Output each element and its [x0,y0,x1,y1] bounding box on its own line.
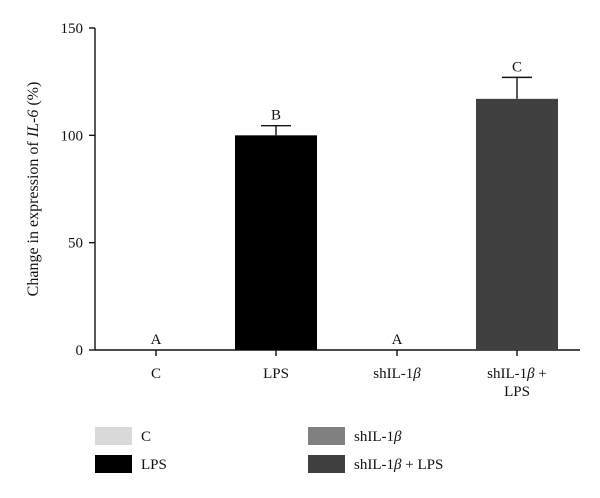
category-labels: C LPS shIL-1β shIL-1β + LPS [151,350,547,400]
legend-swatch [95,427,132,445]
legend-label: C [141,429,151,445]
bar [476,98,558,350]
legend-item: LPS [95,455,167,473]
y-axis-title: Change in expression of IL-6 (%) [25,82,42,297]
legend-swatch [95,455,132,473]
legend-item: C [95,427,151,445]
y-tick-label: 150 [61,21,84,37]
significance-label: C [512,59,522,75]
y-axis-label: Change in expression of IL-6 (%) [25,82,42,297]
bars [235,98,558,350]
x-category-label: LPS [263,366,289,382]
x-category-label: shIL-1β [373,366,421,382]
y-tick-label: 100 [61,128,84,144]
legend-swatch [308,427,345,445]
x-category-label: shIL-1β + LPS [487,366,547,400]
y-tick-label: 50 [68,236,83,252]
significance-label: A [392,332,403,348]
y-axis-ticks: 0 50 100 150 [61,21,95,359]
error-bars [261,76,532,136]
legend-label: shIL-1β [354,429,402,445]
significance-labels: A B A C [151,59,522,348]
y-tick-label: 0 [76,343,84,359]
legend-item: shIL-1β [308,427,402,445]
significance-label: A [151,332,162,348]
significance-label: B [271,108,281,124]
legend-label: LPS [141,457,167,473]
bar [235,135,317,350]
legend-swatch [308,455,345,473]
x-category-label: C [151,366,161,382]
legend-item: shIL-1β + LPS [308,455,443,473]
error-bar [261,124,291,136]
error-bar [502,76,532,99]
legend-label: shIL-1β + LPS [354,457,443,473]
